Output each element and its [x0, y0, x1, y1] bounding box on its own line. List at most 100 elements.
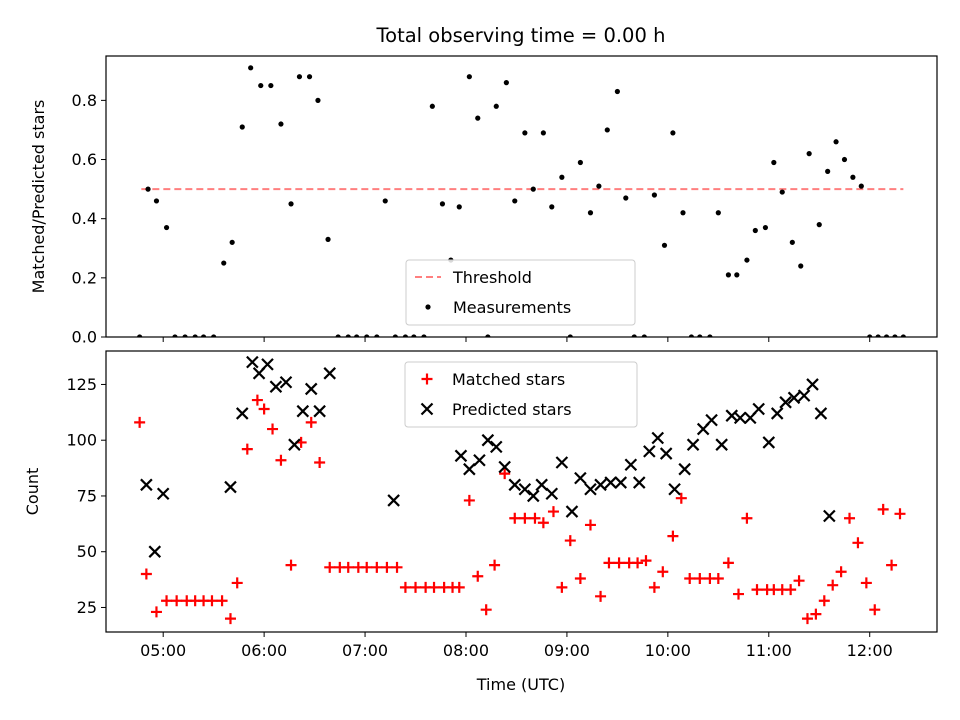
legend-entry: Matched stars [421, 370, 565, 389]
predicted-point [288, 438, 301, 451]
measurement-point [421, 334, 427, 337]
measurement-point [567, 334, 573, 337]
measurement-point [512, 198, 518, 204]
matched-point [818, 595, 830, 607]
y-tick-label: 0.0 [72, 328, 97, 347]
matched-point [751, 584, 763, 596]
predicted-point [806, 378, 819, 391]
matched-point [722, 557, 734, 569]
predicted-point [140, 478, 153, 492]
matched-point [275, 454, 287, 466]
measurement-point [715, 210, 721, 216]
matched-point [241, 443, 253, 455]
predicted-point [545, 487, 559, 501]
predicted-point [715, 438, 728, 451]
matched-point [584, 519, 596, 531]
y-tick-label: 0.8 [72, 91, 97, 110]
measurement-point [182, 334, 188, 337]
matched-point [267, 423, 279, 435]
measurement-point [825, 168, 831, 174]
measurement-point [192, 334, 198, 337]
x-tick-label: 08:00 [443, 641, 489, 660]
matched-point [285, 559, 297, 571]
predicted-point [678, 462, 691, 476]
matched-point [827, 579, 839, 591]
predicted-point [762, 436, 776, 449]
legend-entry: Threshold [415, 268, 532, 287]
matched-point [381, 561, 393, 573]
x-axis-title: Time (UTC) [476, 675, 565, 694]
predicted-point [387, 494, 400, 507]
x-tick-label: 09:00 [544, 641, 590, 660]
measurement-point [789, 239, 795, 245]
predicted-point [246, 355, 259, 369]
matched-point [733, 588, 745, 600]
y-axis-title: Matched/Predicted stars [29, 100, 48, 294]
predicted-point [770, 407, 784, 420]
matched-point [860, 577, 872, 589]
legend-marker [425, 304, 431, 310]
predicted-point [481, 433, 495, 447]
matched-point [324, 561, 336, 573]
y-tick-label: 50 [77, 542, 97, 561]
y-tick-label: 75 [77, 486, 97, 505]
y-tick-label: 25 [77, 598, 97, 617]
matched-point [694, 572, 706, 584]
predicted-point [555, 456, 569, 469]
predicted-point [752, 402, 765, 416]
legend-label: Threshold [452, 268, 532, 287]
matched-point [480, 604, 492, 616]
y-tick-label: 100 [66, 431, 97, 450]
matched-point [134, 416, 146, 428]
predicted-point [668, 482, 681, 496]
matched-point [206, 595, 218, 607]
predicted-point [279, 375, 293, 389]
predicted-point [463, 462, 476, 476]
matched-point [684, 572, 696, 584]
matched-point [894, 508, 906, 520]
matched-point [361, 561, 373, 573]
matched-point [231, 577, 243, 589]
matched-point [648, 581, 660, 593]
measurement-point [604, 127, 610, 133]
matched-point [216, 595, 228, 607]
predicted-point [235, 407, 249, 420]
matched-point [371, 561, 383, 573]
measurement-point [153, 198, 160, 204]
matched-point [499, 468, 511, 480]
x-tick-label: 11:00 [746, 641, 792, 660]
matched-point [258, 403, 270, 415]
predicted-point [498, 460, 511, 474]
x-tick-label: 07:00 [342, 641, 388, 660]
measurement-point [661, 242, 668, 248]
matched-point [595, 590, 607, 602]
predicted-point [814, 407, 828, 420]
predicted-point [224, 480, 237, 494]
predicted-point [787, 391, 801, 405]
predicted-point [733, 411, 747, 425]
measurement-point [278, 121, 284, 127]
predicted-point [584, 482, 597, 496]
measurement-point [798, 263, 804, 269]
y-tick-label: 0.2 [72, 268, 97, 287]
legend: Matched stars Predicted stars [404, 361, 638, 428]
predicted-point [313, 404, 326, 418]
predicted-point [574, 471, 587, 485]
series-measurements [137, 65, 906, 337]
matched-point [613, 557, 625, 569]
measurement-point [641, 334, 647, 337]
measurement-point [522, 130, 528, 136]
measurement-point [429, 103, 435, 109]
measurement-point [137, 334, 143, 337]
predicted-point [535, 478, 548, 492]
matched-point [603, 557, 615, 569]
measurement-point [382, 198, 388, 204]
predicted-point [779, 396, 792, 409]
matched-point [852, 537, 864, 549]
matched-point [251, 394, 263, 406]
predicted-point [614, 476, 628, 489]
measurement-point [268, 82, 274, 89]
measurement-point [734, 272, 740, 278]
legend-label: Measurements [453, 298, 571, 317]
matched-point [844, 512, 856, 524]
